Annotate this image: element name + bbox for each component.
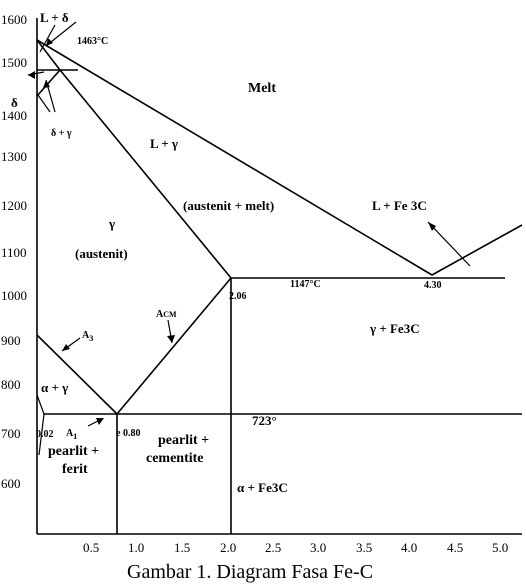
figure-caption: Gambar 1. Diagram Fasa Fe-C xyxy=(127,561,373,583)
liquidus-line xyxy=(36,39,433,276)
label-a1: A1 xyxy=(66,428,77,441)
label-1147: 1147°C xyxy=(290,279,321,290)
label-alpha-gamma: α + γ xyxy=(41,380,68,395)
label-pearlit-ferit-1: pearlit + xyxy=(48,444,99,459)
label-gamma: γ xyxy=(108,216,115,231)
x-tick-label: 1.0 xyxy=(128,540,144,555)
label-l-delta: L + δ xyxy=(40,10,69,25)
y-tick-label: 1000 xyxy=(1,288,27,303)
a3-line xyxy=(36,334,118,415)
x-tick-label: 4.5 xyxy=(447,540,463,555)
x-tick-label: 1.5 xyxy=(174,540,190,555)
arrow-head-icon xyxy=(43,80,50,88)
arrow-head-icon xyxy=(62,344,70,351)
arrow-head-icon xyxy=(46,38,53,46)
label-pearlit-cementite-2: cementite xyxy=(146,451,204,466)
x-tick-label: 3.5 xyxy=(356,540,372,555)
arrow-delta-gamma-2 xyxy=(37,94,51,113)
arrow-head-icon xyxy=(28,71,35,79)
y-tick-label: 600 xyxy=(1,476,21,491)
x-tick-label: 2.5 xyxy=(265,540,281,555)
x-tick-label: 3.0 xyxy=(310,540,326,555)
label-0-80: e 0.80 xyxy=(116,428,140,439)
label-4-30: 4.30 xyxy=(424,280,442,291)
y-tick-labels: 1600 1500 1400 1300 1200 1100 1000 900 8… xyxy=(1,12,27,491)
arrow-l-delta xyxy=(39,24,56,53)
arrow-l-fe3c xyxy=(427,221,471,267)
label-delta-gamma: δ + γ xyxy=(51,128,72,139)
label-pearlit-ferit-2: ferit xyxy=(62,462,88,477)
label-austenit-melt: (austenit + melt) xyxy=(183,198,274,213)
label-acm: ACM xyxy=(156,309,177,320)
delta-boundary-lower xyxy=(36,69,61,97)
x-tick-label: 5.0 xyxy=(492,540,508,555)
acm-line xyxy=(116,277,232,415)
ferrite-line-upper xyxy=(36,394,45,415)
y-tick-label: 800 xyxy=(1,377,21,392)
y-tick-label: 1600 xyxy=(1,12,27,27)
label-1463: 1463°C xyxy=(77,36,108,47)
solidus-line xyxy=(59,69,232,279)
annotation-arrows xyxy=(27,21,471,427)
ferrite-solvus-line xyxy=(38,413,45,456)
label-a3: A3 xyxy=(82,330,93,343)
y-tick-label: 1300 xyxy=(1,149,27,164)
label-alpha-fe3c: α + Fe3C xyxy=(237,480,288,495)
label-melt: Melt xyxy=(248,81,276,96)
x-tick-label: 0.5 xyxy=(83,540,99,555)
label-pearlit-cementite-1: pearlit + xyxy=(158,433,209,448)
y-tick-label: 900 xyxy=(1,333,21,348)
label-delta: δ xyxy=(11,95,18,110)
arrow-head-icon xyxy=(96,418,104,425)
label-723: 723° xyxy=(252,413,277,428)
label-austenit: (austenit) xyxy=(75,246,128,261)
arrow-head-icon xyxy=(167,335,175,343)
y-tick-label: 1500 xyxy=(1,55,27,70)
x-tick-label: 4.0 xyxy=(401,540,417,555)
label-gamma-fe3c: γ + Fe3C xyxy=(369,321,420,336)
delta-boundary-upper xyxy=(36,39,61,71)
y-tick-label: 1100 xyxy=(1,245,27,260)
x-tick-label: 2.0 xyxy=(220,540,236,555)
x-tick-labels: 0.5 1.0 1.5 2.0 2.5 3.0 3.5 4.0 4.5 5.0 xyxy=(83,540,508,555)
label-2-06: 2.06 xyxy=(229,291,247,302)
label-l-fe3c: L + Fe 3C xyxy=(372,198,427,213)
y-tick-label: 1200 xyxy=(1,198,27,213)
arrow-head-icon xyxy=(428,222,436,231)
liquidus-right-line xyxy=(431,224,523,276)
label-l-gamma: L + γ xyxy=(150,136,178,151)
y-tick-label: 1400 xyxy=(1,108,27,123)
phase-boundaries xyxy=(36,39,523,534)
label-0-02: 0.02 xyxy=(36,429,54,440)
y-tick-label: 700 xyxy=(1,426,21,441)
